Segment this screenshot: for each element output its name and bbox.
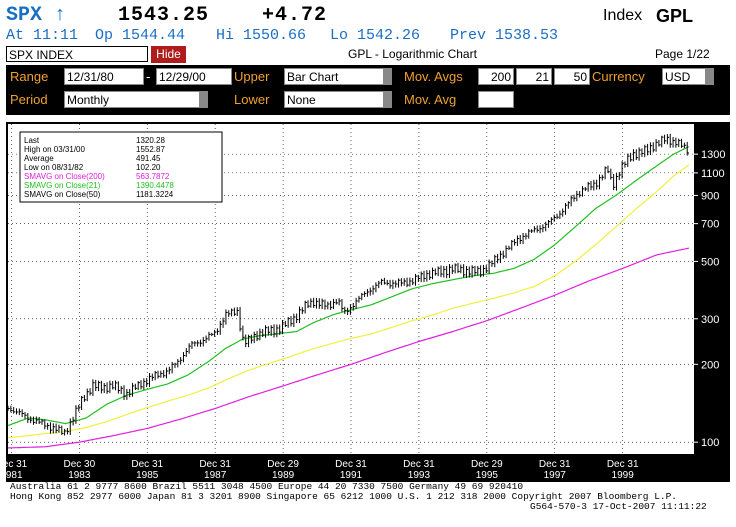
y-tick-label: 1300 [701,149,725,161]
x-tick-label: Dec 31 [539,459,571,470]
footer-line-2: Hong Kong 852 2977 6000 Japan 81 3 3201 … [10,491,678,502]
x-tick-year: 1983 [68,470,91,481]
x-tick-label: Dec 29 [471,459,503,470]
hide-button[interactable]: Hide [151,46,186,63]
quote-low: Lo 1542.26 [330,27,421,44]
legend-value: 1320.28 [136,136,165,145]
legend-value: 102.20 [136,163,161,172]
x-tick-label: Dec 30 [63,459,95,470]
net-change: +4.72 [262,4,328,27]
page-indicator: Page 1/22 [655,47,710,61]
legend-label: SMAVG on Close(21) [24,181,101,190]
y-tick-label: 200 [701,359,719,371]
legend-value: 563.7872 [136,172,170,181]
x-tick-label: Dec 31 [335,459,367,470]
mov-avg-3-field[interactable]: 50 [554,68,590,85]
footer-line-1: Australia 61 2 9777 8600 Brazil 5511 304… [10,481,524,492]
legend-label: SMAVG on Close(200) [24,172,105,181]
y-tick-label: 900 [701,190,719,202]
quote-time: At 11:11 [6,27,79,44]
control-panel: Range 12/31/80 - 12/29/00 Period Monthly… [6,65,730,115]
security-field[interactable]: SPX INDEX [6,46,148,62]
legend-label: SMAVG on Close(50) [24,190,101,199]
footer-line-3: G564-570-3 17-Oct-2007 11:11:22 [530,501,707,512]
currency-dropdown-icon[interactable] [706,68,714,85]
smavg-21-line [7,146,690,427]
x-tick-year: 1985 [136,470,159,481]
series-layer [7,133,690,449]
quote-header: SPX ↑ 1543.25 +4.72 Index GPL At 11:11 O… [0,0,736,48]
y-tick-label: 300 [701,314,719,326]
x-tick-year: 1991 [340,470,363,481]
up-arrow-icon: ↑ [54,4,67,27]
x-tick-label: Dec 31 [607,459,639,470]
legend: Last 1320.28 High on 03/31/00 1552.87 Averag… [19,131,223,203]
x-tick-year: 1995 [476,470,499,481]
legend-label: Average [24,154,54,163]
mov-avg-label: Mov. Avg [404,92,457,107]
last-price: 1543.25 [118,4,210,27]
lower-dropdown-icon[interactable] [384,91,392,108]
range-end-field[interactable]: 12/29/00 [156,68,232,85]
range-start-field[interactable]: 12/31/80 [64,68,144,85]
x-tick-year: 1999 [612,470,635,481]
quote-open: Op 1544.44 [95,27,186,44]
smavg-50-line [7,164,690,439]
x-tick-year: 1987 [204,470,227,481]
legend-value: 1181.3224 [136,190,174,199]
upper-select[interactable]: Bar Chart [284,68,384,85]
mov-avgs-label: Mov. Avgs [404,69,463,84]
y-axis: 100 200 300 500 700 900 1100 1300 [694,149,725,449]
range-separator: - [146,69,151,84]
period-select[interactable]: Monthly [64,91,200,108]
currency-select[interactable]: USD [662,68,706,85]
smavg-200-line [8,247,690,449]
mov-avg-field[interactable] [478,91,514,108]
chart-title: GPL - Logarithmic Chart [348,47,477,61]
y-tick-label: 1100 [701,168,725,180]
upper-dropdown-icon[interactable] [384,68,392,85]
ticker-symbol: SPX ↑ [6,4,67,27]
y-tick-label: 500 [701,256,719,268]
mov-avg-2-field[interactable]: 21 [516,68,552,85]
x-tick-year: 1997 [544,470,567,481]
legend-value: 1390.4478 [136,181,174,190]
x-tick-label: Dec 29 [267,459,299,470]
x-tick-year: 1989 [272,470,295,481]
function-code: GPL [656,6,694,26]
legend-label: High on 03/31/00 [24,145,85,154]
upper-label: Upper [234,69,270,84]
currency-label: Currency [592,69,645,84]
legend-value: 491.45 [136,154,161,163]
y-tick-label: 700 [701,219,719,231]
legend-label: Low on 08/31/82 [24,163,84,172]
x-tick-year: 1993 [408,470,431,481]
x-tick-label: Dec 31 [6,459,28,470]
x-tick-label: Dec 31 [403,459,435,470]
y-tick-label: 100 [701,437,719,449]
legend-box [19,131,223,203]
x-tick-label: Dec 31 [199,459,231,470]
quote-high: Hi 1550.66 [216,27,307,44]
mov-avg-1-field[interactable]: 200 [478,68,514,85]
x-tick-label: Dec 31 [131,459,163,470]
period-dropdown-icon[interactable] [200,91,208,108]
footer: Australia 61 2 9777 8600 Brazil 5511 304… [0,482,736,512]
legend-label: Last [24,136,40,145]
lower-select[interactable]: None [284,91,384,108]
lower-label: Lower [234,92,270,107]
legend-value: 1552.87 [136,145,165,154]
quote-prev: Prev 1538.53 [450,27,559,44]
period-label: Period [10,92,48,107]
index-label: Index [603,7,643,24]
range-label: Range [10,69,49,84]
